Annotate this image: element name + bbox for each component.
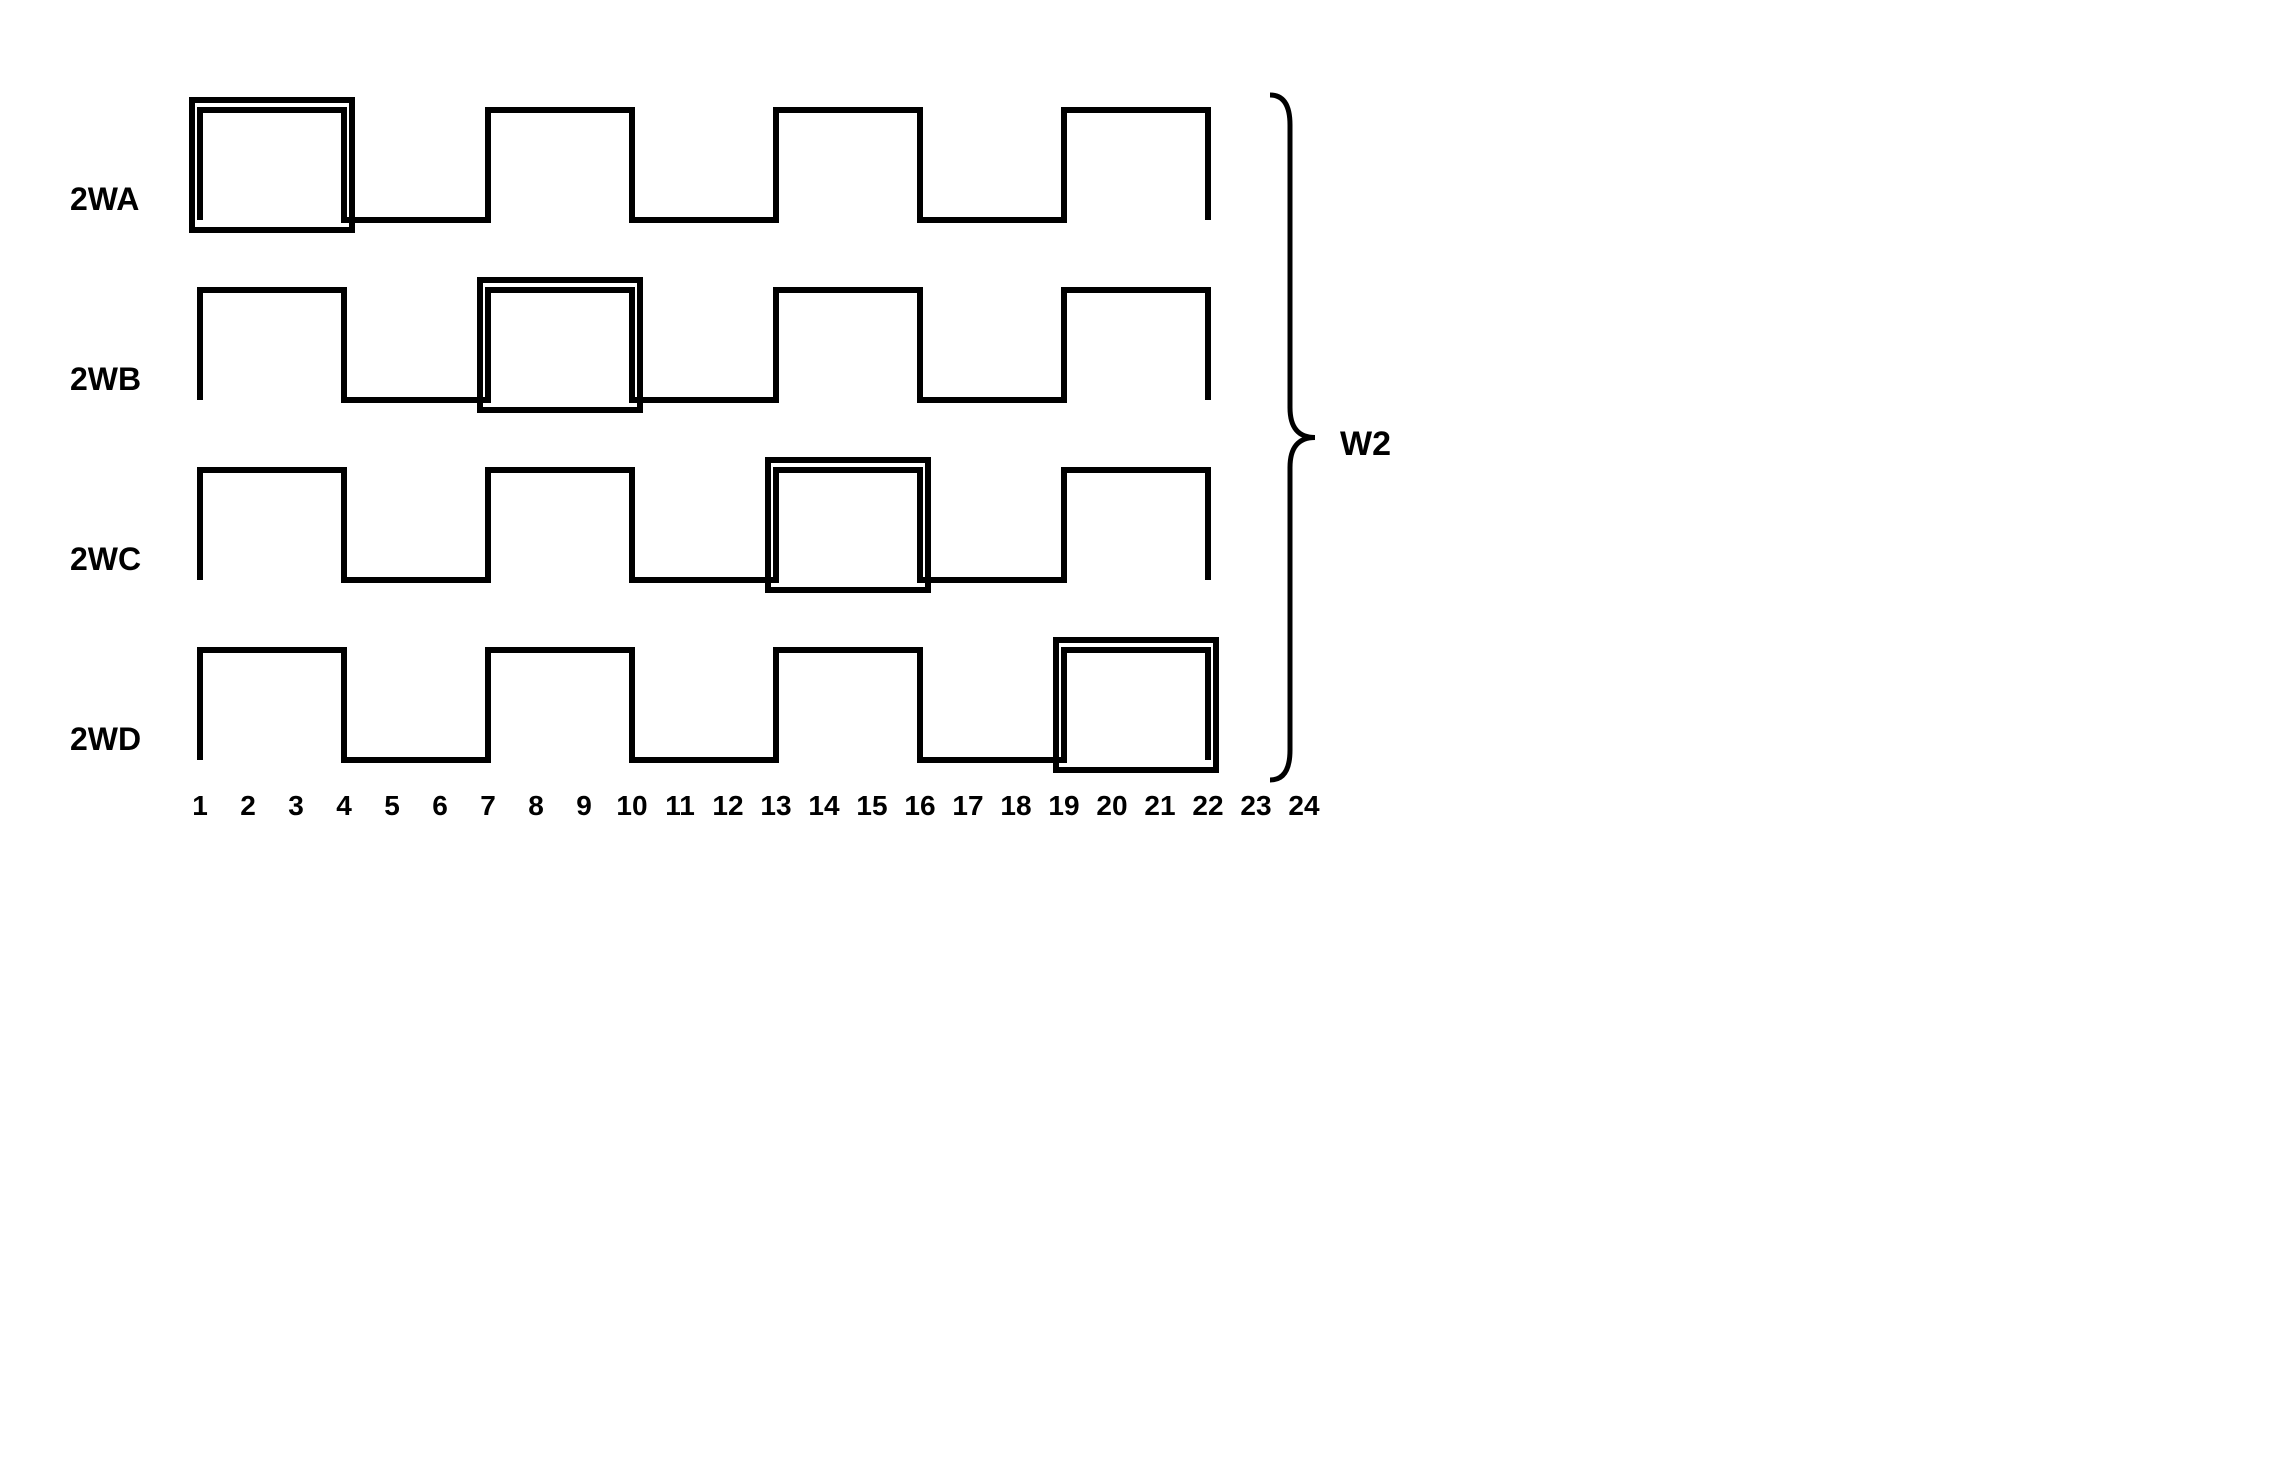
waveform-label-2WC: 2WC	[70, 541, 141, 577]
x-axis-tick-15: 15	[856, 790, 887, 821]
x-axis-tick-5: 5	[384, 790, 400, 821]
x-axis-tick-19: 19	[1048, 790, 1079, 821]
x-axis-tick-22: 22	[1192, 790, 1223, 821]
highlight-box-2WA	[192, 100, 352, 230]
x-axis-tick-17: 17	[952, 790, 983, 821]
waveform-diagram: 1234567891011121314151617181920212223242…	[40, 40, 1440, 890]
x-axis-tick-21: 21	[1144, 790, 1175, 821]
x-axis-tick-4: 4	[336, 790, 352, 821]
x-axis-tick-23: 23	[1240, 790, 1271, 821]
x-axis-tick-6: 6	[432, 790, 448, 821]
x-axis-tick-8: 8	[528, 790, 544, 821]
waveform-label-2WB: 2WB	[70, 361, 141, 397]
x-axis-tick-3: 3	[288, 790, 304, 821]
highlight-box-2WD	[1056, 640, 1216, 770]
waveform-2WB	[200, 290, 1208, 400]
x-axis-tick-13: 13	[760, 790, 791, 821]
waveform-2WC	[200, 470, 1208, 580]
x-axis-tick-10: 10	[616, 790, 647, 821]
highlight-box-2WB	[480, 280, 640, 410]
x-axis-tick-2: 2	[240, 790, 256, 821]
group-brace	[1270, 95, 1315, 780]
x-axis-tick-7: 7	[480, 790, 496, 821]
group-label: W2	[1340, 425, 1391, 463]
waveform-label-2WA: 2WA	[70, 181, 139, 217]
x-axis-tick-9: 9	[576, 790, 592, 821]
x-axis-tick-12: 12	[712, 790, 743, 821]
x-axis-tick-1: 1	[192, 790, 208, 821]
x-axis-tick-11: 11	[665, 790, 695, 821]
waveform-label-2WD: 2WD	[70, 721, 141, 757]
x-axis-tick-14: 14	[808, 790, 840, 821]
highlight-box-2WC	[768, 460, 928, 590]
x-axis-tick-16: 16	[904, 790, 935, 821]
x-axis-tick-18: 18	[1000, 790, 1031, 821]
x-axis-tick-20: 20	[1096, 790, 1127, 821]
x-axis-tick-24: 24	[1288, 790, 1320, 821]
waveform-svg: 1234567891011121314151617181920212223242…	[40, 40, 1440, 890]
